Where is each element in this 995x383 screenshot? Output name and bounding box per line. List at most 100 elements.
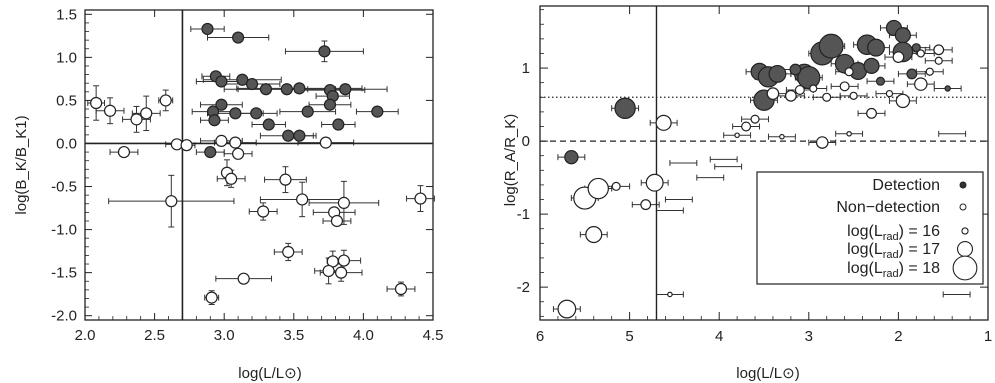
left-detection-point — [215, 75, 228, 88]
legend-box — [756, 171, 984, 285]
left-y-tick-label: -2.0 — [51, 308, 77, 325]
legend-label: Non−detection — [836, 199, 940, 216]
right-detection-point — [894, 27, 911, 44]
right-x-tick-label: 1 — [984, 328, 992, 345]
legend-label: log(Lrad) = 18 — [847, 260, 940, 280]
left-nondetection-point — [319, 136, 332, 149]
right-nondetection-point — [895, 93, 911, 109]
right-points — [557, 19, 951, 319]
legend-size-marker — [956, 240, 974, 258]
right-nondetection-point — [734, 132, 740, 139]
left-nondetection-point — [394, 282, 408, 296]
left-y-tick-label: -1.5 — [51, 265, 77, 282]
left-nondetection-point — [140, 107, 153, 120]
right-nondetection-point — [750, 114, 760, 124]
right-nondetection-point — [822, 92, 832, 102]
left-nondetection-point — [117, 145, 131, 159]
right-nondetection-point — [815, 136, 829, 149]
right-nondetection-point — [809, 84, 818, 93]
left-detection-point — [208, 114, 221, 127]
left-y-tick-label: 1.0 — [56, 49, 77, 66]
left-nondetection-point — [103, 104, 117, 117]
right-nondetection-point — [794, 84, 805, 95]
left-nondetection-point — [330, 214, 344, 228]
right-x-tick-label: 3 — [805, 328, 813, 345]
right-y-axis-label: log(R_A/R_K) — [502, 114, 519, 207]
left-nondetection-point — [205, 291, 218, 304]
right-nondetection-point — [914, 77, 928, 91]
right-nondetection-point — [587, 177, 609, 200]
right-nondetection-point — [934, 56, 943, 65]
right-nondetection-point — [741, 121, 752, 132]
legend-nondetection-marker — [959, 203, 967, 211]
left-y-tick-label: 0.5 — [56, 92, 77, 109]
right-nondetection-point — [640, 199, 652, 211]
right-axis-ticks: 6 5 4 3 2 1 -2 -1 0 1 — [517, 6, 992, 345]
legend-label: Detection — [872, 177, 940, 194]
left-detection-point — [262, 118, 275, 131]
left-nondetection-point — [159, 94, 172, 107]
legend-label: log(Lrad) = 16 — [847, 223, 940, 243]
left-detection-point — [245, 77, 259, 91]
right-nondetection-point — [779, 133, 785, 140]
left-nondetection-point — [90, 96, 103, 110]
left-detection-point — [250, 107, 263, 120]
right-detection-point — [944, 85, 951, 92]
right-nondetection-point — [925, 67, 934, 76]
right-nondetection-point — [844, 67, 854, 77]
left-nondetection-point — [225, 172, 238, 185]
right-detection-point — [818, 33, 844, 59]
right-detection-point — [797, 65, 821, 90]
left-detection-point — [293, 129, 306, 142]
left-detection-point — [323, 98, 337, 111]
left-detection-point — [232, 31, 245, 44]
right-nondetection-point — [784, 89, 797, 102]
right-nondetection-point — [839, 81, 850, 92]
right-nondetection-point — [846, 130, 852, 137]
left-x-axis-label: log(L/L⊙) — [238, 365, 301, 382]
right-detection-point — [867, 38, 885, 57]
right-nondetection-point — [849, 91, 858, 100]
right-nondetection-point — [933, 44, 945, 56]
left-x-tick-label: 4.5 — [423, 327, 444, 344]
left-y-tick-label: 1.5 — [56, 6, 77, 23]
right-x-tick-label: 5 — [625, 328, 633, 345]
left-x-tick-label: 2.5 — [144, 327, 165, 344]
right-detection-point — [906, 68, 918, 80]
left-detection-point — [204, 145, 217, 159]
right-y-tick-label: -2 — [517, 279, 530, 296]
right-nondetection-point — [667, 291, 673, 298]
left-nondetection-point — [215, 134, 228, 147]
left-detection-point — [293, 82, 306, 95]
right-x-tick-label: 4 — [715, 328, 723, 345]
left-nondetection-point — [414, 192, 427, 205]
right-detection-point — [768, 64, 787, 83]
right-nondetection-point — [866, 107, 877, 119]
right-x-tick-label: 2 — [894, 328, 902, 345]
left-nondetection-point — [257, 205, 270, 218]
right-nondetection-point — [892, 51, 905, 63]
right-nondetection-point — [655, 114, 672, 131]
right-y-tick-label: 0 — [522, 133, 530, 150]
left-detection-point — [318, 45, 331, 58]
left-nondetection-point — [130, 113, 143, 126]
right-x-tick-label: 6 — [536, 328, 544, 345]
legend-size-marker — [961, 227, 969, 235]
left-plot-frame — [84, 9, 434, 321]
legend-detection-marker — [959, 181, 967, 189]
right-detection-point — [614, 97, 636, 119]
left-detection-point — [215, 98, 228, 111]
right-nondetection-point — [611, 181, 621, 191]
right-detection-point — [911, 43, 921, 53]
right-detection-point — [564, 149, 579, 165]
left-y-tick-label: -0.5 — [51, 179, 77, 196]
right-nondetection-point — [885, 89, 894, 98]
left-detection-point — [229, 107, 242, 120]
left-detection-point — [371, 105, 384, 118]
left-nondetection-point — [279, 173, 292, 186]
left-nondetection-point — [180, 139, 193, 152]
left-y-tick-label: 0.0 — [56, 135, 77, 152]
left-nondetection-point — [165, 195, 178, 208]
right-nondetection-point — [916, 49, 925, 58]
left-x-tick-label: 3.0 — [214, 327, 235, 344]
